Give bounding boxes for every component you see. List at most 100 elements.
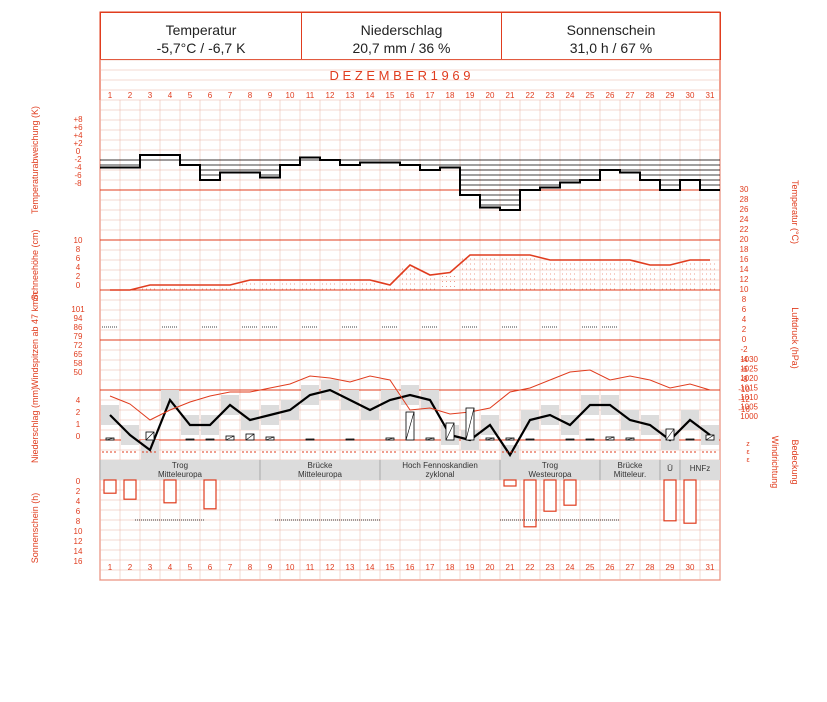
day-label-top: 15 bbox=[386, 91, 395, 100]
day-label-top: 1 bbox=[108, 91, 113, 100]
day-label-bottom: 2 bbox=[128, 563, 133, 572]
sun-tick: 12 bbox=[74, 537, 83, 546]
temperature-tick: -8 bbox=[740, 375, 748, 384]
precip-hatch bbox=[245, 433, 255, 441]
axis-label-temperature: Temperatur (°C) bbox=[790, 180, 800, 244]
weather-type-label: Ü bbox=[667, 464, 673, 473]
day-label-top: 29 bbox=[666, 91, 675, 100]
wind-dir-tick: ε bbox=[746, 449, 749, 456]
temperature-tick: 4 bbox=[742, 315, 747, 324]
sunshine-bar bbox=[523, 479, 537, 528]
axis-label-temp-anomaly: Temperaturabweichung (K) bbox=[30, 106, 40, 214]
weather-type-label: Brücke bbox=[308, 461, 333, 470]
precip-hatch bbox=[105, 437, 115, 441]
day-label-top: 16 bbox=[406, 91, 415, 100]
wind-dir-tick: ε bbox=[746, 457, 749, 464]
sun-tick: 0 bbox=[76, 477, 81, 486]
day-label-bottom: 23 bbox=[546, 563, 555, 572]
precip-hatch bbox=[705, 434, 715, 441]
day-label-top: 12 bbox=[326, 91, 335, 100]
day-label-bottom: 22 bbox=[526, 563, 535, 572]
header-value: 31,0 h / 67 % bbox=[569, 40, 653, 56]
day-label-top: 2 bbox=[128, 91, 133, 100]
weather-type-label: Trog bbox=[172, 461, 188, 470]
precip-hatch bbox=[385, 437, 395, 441]
axis-label-sun: Sonnenschein (h) bbox=[30, 493, 40, 564]
day-label-top: 3 bbox=[148, 91, 153, 100]
wind-tick: 72 bbox=[74, 341, 83, 350]
day-label-bottom: 11 bbox=[306, 563, 315, 572]
weather-type-label: Westeuropa bbox=[529, 470, 573, 479]
precip-hatch bbox=[145, 431, 155, 441]
axis-label-wind-dir: Windrichtung bbox=[770, 436, 780, 489]
weather-type-band bbox=[100, 460, 720, 480]
day-label-bottom: 26 bbox=[606, 563, 615, 572]
day-label-bottom: 30 bbox=[686, 563, 695, 572]
sunshine-bar bbox=[163, 479, 177, 504]
header-title: Sonnenschein bbox=[566, 22, 656, 38]
precip-hatch bbox=[185, 438, 195, 441]
day-label-top: 24 bbox=[566, 91, 575, 100]
sunshine-bar bbox=[563, 479, 577, 506]
precip-hatch bbox=[465, 407, 475, 441]
sun-tick: 10 bbox=[74, 527, 83, 536]
day-label-bottom: 6 bbox=[208, 563, 213, 572]
precip-hatch bbox=[625, 437, 635, 441]
day-label-top: 18 bbox=[446, 91, 455, 100]
temperature-tick: 22 bbox=[740, 225, 749, 234]
temp-anomaly-tick: -4 bbox=[74, 163, 82, 172]
sunshine-bar bbox=[543, 479, 557, 512]
temp-anomaly-tick: -2 bbox=[74, 155, 82, 164]
day-label-bottom: 21 bbox=[506, 563, 515, 572]
day-label-bottom: 9 bbox=[268, 563, 273, 572]
day-label-top: 11 bbox=[306, 91, 315, 100]
temp-anomaly-tick: +4 bbox=[73, 131, 83, 140]
day-label-bottom: 10 bbox=[286, 563, 295, 572]
day-label-top: 7 bbox=[228, 91, 233, 100]
day-label-top: 21 bbox=[506, 91, 515, 100]
day-label-top: 14 bbox=[366, 91, 375, 100]
day-label-top: 31 bbox=[706, 91, 715, 100]
pressure-tick: 1030 bbox=[740, 355, 758, 364]
temperature-tick: -12 bbox=[738, 395, 750, 404]
wind-tick: 65 bbox=[74, 350, 83, 359]
sun-tick: 14 bbox=[74, 547, 83, 556]
temperature-tick: -16 bbox=[738, 405, 750, 414]
day-label-bottom: 13 bbox=[346, 563, 355, 572]
header-temperature: Temperatur -5,7°C / -6,7 K bbox=[100, 12, 302, 60]
pressure-tick: 1015 bbox=[740, 384, 758, 393]
precip-hatch bbox=[605, 436, 615, 441]
axis-label-precip: Niederschlag (mm) bbox=[30, 387, 40, 463]
day-label-bottom: 29 bbox=[666, 563, 675, 572]
day-label-top: 23 bbox=[546, 91, 555, 100]
temperature-tick: 10 bbox=[740, 285, 749, 294]
axis-label-pressure: Luftdruck (hPa) bbox=[790, 307, 800, 369]
pressure-line bbox=[109, 369, 711, 421]
sunshine-bar bbox=[683, 479, 697, 524]
precip-hatch bbox=[585, 438, 595, 441]
header-value: -5,7°C / -6,7 K bbox=[156, 40, 246, 56]
wind-dir-tick: z bbox=[746, 441, 750, 448]
snow-tick: 8 bbox=[76, 245, 81, 254]
temperature-tick: -6 bbox=[740, 365, 748, 374]
precip-hatch bbox=[505, 437, 515, 441]
temp-anomaly-tick: +8 bbox=[73, 115, 83, 124]
temperature-tick: 18 bbox=[740, 245, 749, 254]
temperature-tick: 20 bbox=[740, 235, 749, 244]
day-label-bottom: 19 bbox=[466, 563, 475, 572]
temperature-tick: 14 bbox=[740, 265, 749, 274]
header-value: 20,7 mm / 36 % bbox=[352, 40, 451, 56]
day-label-bottom: 15 bbox=[386, 563, 395, 572]
precip-hatch bbox=[485, 437, 495, 441]
temp-anomaly-tick: +6 bbox=[73, 123, 83, 132]
wind-tick: 50 bbox=[74, 368, 83, 377]
temperature-tick: 8 bbox=[742, 295, 747, 304]
snow-tick: 2 bbox=[76, 272, 81, 281]
pressure-tick: 1005 bbox=[740, 403, 758, 412]
day-label-top: 8 bbox=[248, 91, 253, 100]
precip-hatch bbox=[525, 438, 535, 441]
day-label-bottom: 3 bbox=[148, 563, 153, 572]
precip-tick: 0 bbox=[76, 432, 81, 441]
wind-tick: 94 bbox=[74, 314, 83, 323]
